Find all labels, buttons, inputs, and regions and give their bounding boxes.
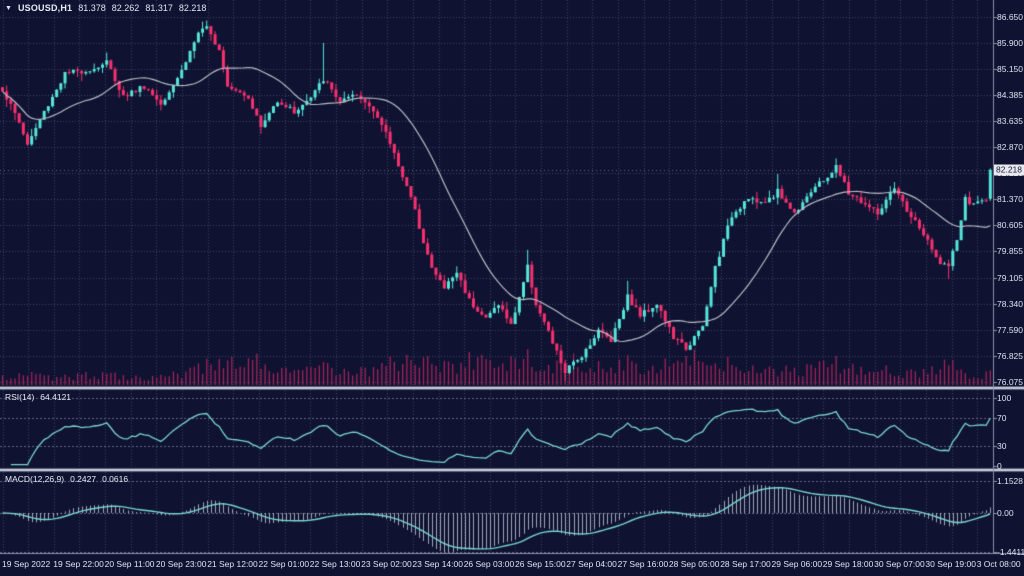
price-axis-label: 85.900 [997, 38, 1023, 49]
price-axis-label: 82.870 [997, 142, 1023, 153]
macd-axis-label: 1.1528 [997, 476, 1023, 487]
rsi-axis-label: 0 [997, 461, 1002, 471]
ohlc-open: 81.378 [78, 3, 106, 13]
ohlc-close: 82.218 [178, 3, 207, 13]
price-axis-label: 76.825 [997, 350, 1023, 361]
time-axis-label: 22 Sep 13:00 [309, 559, 361, 569]
price-axis-label: 85.150 [997, 64, 1023, 75]
time-axis-label: 29 Sep 18:00 [822, 559, 874, 569]
price-axis-label: 78.340 [997, 298, 1023, 309]
time-axis-label: 3 Oct 08:00 [976, 559, 1021, 569]
current-price-value: 82.218 [996, 164, 1022, 175]
time-axis-label: 20 Sep 11:00 [104, 559, 155, 569]
time-axis-label: 21 Sep 12:00 [207, 559, 258, 569]
ohlc-high: 82.262 [111, 3, 140, 13]
price-axis-label: 79.105 [997, 272, 1023, 283]
time-axis-label: 23 Sep 02:00 [361, 559, 412, 569]
time-axis-label: 19 Sep 2022 [2, 559, 51, 569]
price-axis-label: 84.385 [997, 90, 1023, 101]
price-axis-label: 80.605 [997, 220, 1023, 231]
time-axis-label: 30 Sep 07:00 [874, 559, 925, 569]
rsi-indicator-header: RSI(14) 64.4121 [5, 392, 71, 402]
price-axis-label: 81.370 [997, 194, 1023, 205]
price-axis-label: 83.635 [997, 116, 1023, 127]
time-axis-label: 19 Sep 22:00 [53, 559, 104, 569]
rsi-axis-label: 100 [997, 393, 1012, 403]
time-axis-label: 27 Sep 04:00 [566, 559, 617, 569]
macd-axis-label: 0.00 [997, 508, 1014, 518]
rsi-value: 64.4121 [40, 392, 72, 402]
chart-title: ▼ USOUSD,H1 81.378 82.262 81.317 82.218 [5, 3, 206, 13]
time-axis-label: 22 Sep 01:00 [258, 559, 310, 569]
price-axis-label: 86.650 [997, 12, 1023, 22]
time-axis-label: 28 Sep 17:00 [720, 559, 771, 569]
time-axis-label: 30 Sep 19:00 [925, 559, 976, 569]
price-axis-label: 77.590 [997, 324, 1023, 335]
macd-axis-label: -1.4411 [997, 547, 1024, 558]
macd-indicator-header: MACD(12,26,9) 0.2427 0.0616 [5, 474, 128, 484]
rsi-axis-label: 70 [997, 413, 1007, 424]
price-axis-label: 79.855 [997, 246, 1023, 257]
time-axis-label: 28 Sep 05:00 [668, 559, 720, 569]
time-axis-label: 26 Sep 03:00 [463, 559, 515, 569]
collapse-indicator-icon[interactable]: ▼ [5, 4, 12, 12]
time-axis-label: 23 Sep 14:00 [412, 559, 463, 569]
macd-label: MACD(12,26,9) [5, 474, 65, 484]
macd-value-signal: 0.0616 [102, 474, 129, 484]
symbol-timeframe-label: USOUSD,H1 [17, 3, 73, 13]
time-axis-label: 20 Sep 23:00 [155, 559, 207, 569]
macd-value-main: 0.2427 [70, 474, 97, 484]
time-axis[interactable]: 19 Sep 2022 19 Sep 22:00 20 Sep 11:00 20 Se… [0, 556, 1024, 576]
current-price-tag: 82.218 [994, 164, 1024, 176]
time-axis-label: 26 Sep 15:00 [515, 559, 566, 569]
price-axis-label: 76.075 [997, 376, 1023, 387]
ohlc-low: 81.317 [145, 3, 173, 13]
rsi-axis-label: 30 [997, 440, 1007, 451]
rsi-label: RSI(14) [5, 392, 35, 402]
time-axis-label: 29 Sep 06:00 [771, 559, 823, 569]
price-axis[interactable]: 86.65085.90085.15084.38583.63582.87082.1… [997, 0, 1024, 576]
time-axis-label: 27 Sep 16:00 [617, 559, 669, 569]
